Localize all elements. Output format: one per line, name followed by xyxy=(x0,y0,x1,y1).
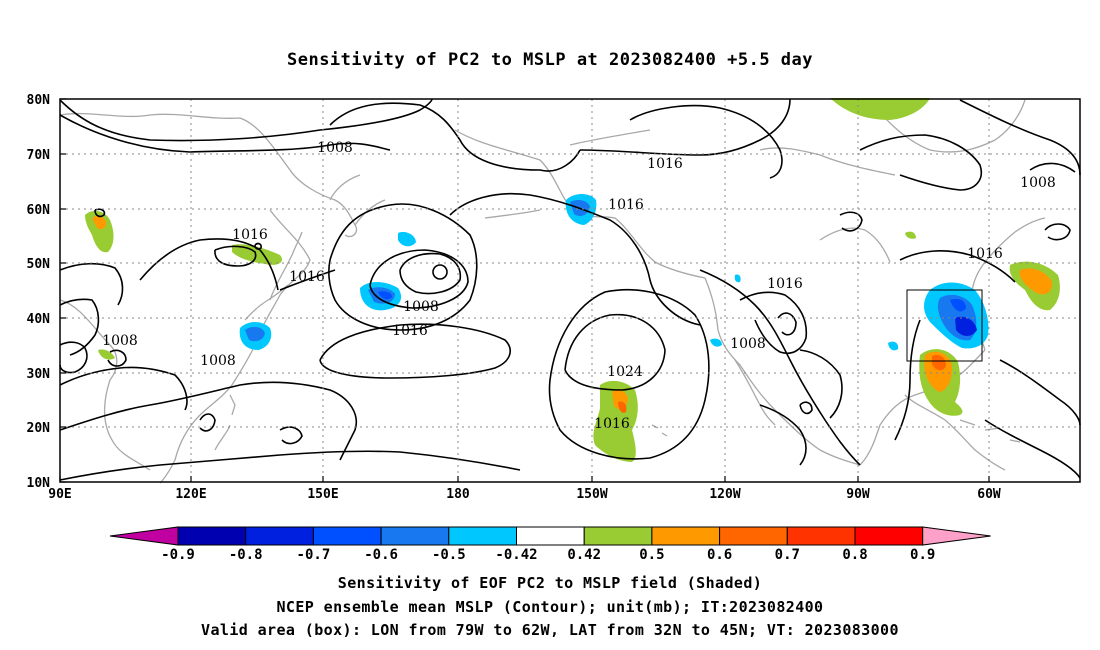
colorbar-tick-label: -0.9 xyxy=(161,547,195,563)
contour-label: 1016 xyxy=(967,246,1003,262)
colorbar-swatch xyxy=(516,526,585,546)
colorbar-tick-label: -0.7 xyxy=(297,547,331,563)
lon-tick-label: 60W xyxy=(977,487,1001,502)
shade-negative xyxy=(888,341,899,351)
colorbar-labels: -0.9 -0.8 -0.7 -0.6 -0.5 -0.42 0.42 0.5 0.6 0.7 0.… xyxy=(161,547,935,563)
colorbar-tick-label: 0.8 xyxy=(842,547,867,563)
contour-label: 1008 xyxy=(730,336,766,352)
shade-negative-deep xyxy=(378,291,392,300)
colorbar-tick-label: -0.5 xyxy=(432,547,466,563)
caption-valid-area: Valid area (box): LON from 79W to 62W, L… xyxy=(201,621,899,639)
lat-tick-label: 30N xyxy=(27,367,51,382)
lon-tick-label: 150E xyxy=(307,487,338,502)
colorbar-tick-label: 0.7 xyxy=(775,547,800,563)
map-area: 1008 1016 1008 1016 1016 1016 1016 1016 1008 1016… xyxy=(59,98,1081,484)
lon-tick-label: 90W xyxy=(846,487,870,502)
mslp-contours xyxy=(59,98,1081,481)
shade-positive-core xyxy=(92,215,107,230)
caption-contour: NCEP ensemble mean MSLP (Contour); unit(… xyxy=(276,598,824,616)
contour-label: 1008 xyxy=(403,299,439,315)
contour-label: 1016 xyxy=(232,227,268,243)
colorbar-tick-label: -0.6 xyxy=(364,547,398,563)
contour-labels: 1008 1016 1008 1016 1016 1016 1016 1016 1008 1016… xyxy=(102,140,1056,432)
shade-negative xyxy=(398,232,416,247)
shade-negative xyxy=(710,338,722,347)
shade-negative-core xyxy=(245,326,265,342)
contour-label: 1008 xyxy=(200,353,236,369)
lat-tick-label: 80N xyxy=(27,93,51,108)
coastlines xyxy=(59,99,1046,484)
lat-tick-label: 40N xyxy=(27,312,51,327)
shade-negative xyxy=(734,274,741,283)
colorbar-swatch xyxy=(651,526,721,546)
sensitivity-shading xyxy=(85,98,1060,462)
lat-tick-label: 60N xyxy=(27,203,51,218)
shade-positive xyxy=(232,244,283,265)
lat-tick-label: 70N xyxy=(27,148,51,163)
colorbar-swatch xyxy=(380,526,450,546)
lat-tick-label: 10N xyxy=(27,476,51,491)
shade-negative-deep xyxy=(950,298,966,312)
colorbar-swatch xyxy=(177,526,247,546)
shade-positive-core xyxy=(932,355,946,371)
contour-label: 1016 xyxy=(594,416,630,432)
colorbar-max-triangle xyxy=(922,526,991,546)
lon-tick-label: 90E xyxy=(48,487,71,502)
colorbar-swatch xyxy=(312,526,382,546)
contour-label: 1008 xyxy=(102,333,138,349)
colorbar-tick-label: 0.5 xyxy=(639,547,664,563)
colorbar-swatch xyxy=(448,526,517,546)
lon-tick-label: 180 xyxy=(446,487,470,502)
colorbar-tick-label: 0.9 xyxy=(910,547,935,563)
shade-positive-core xyxy=(618,401,627,413)
contour-label: 1016 xyxy=(392,323,428,339)
shade-negative-deep xyxy=(955,316,977,336)
lat-tick-label: 20N xyxy=(27,421,51,436)
lat-lon-grid xyxy=(60,99,1080,482)
colorbar-swatch xyxy=(583,526,653,546)
contour-label: 1016 xyxy=(767,276,803,292)
map-frame xyxy=(59,98,1081,483)
shade-positive-core xyxy=(1019,268,1053,295)
lon-tick-label: 120E xyxy=(175,487,206,502)
latitude-axis: 80N 70N 60N 50N 40N 30N 20N 10N xyxy=(27,93,66,491)
colorbar-tick-label: -0.8 xyxy=(229,547,263,563)
colorbar-tick-label: -0.42 xyxy=(495,547,537,563)
shade-positive xyxy=(98,349,115,360)
lon-tick-label: 150W xyxy=(576,487,607,502)
colorbar-tick-label: 0.42 xyxy=(567,547,601,563)
colorbar-swatch xyxy=(786,526,856,546)
map-title: Sensitivity of PC2 to MSLP at 2023082400… xyxy=(286,50,813,70)
contour-label: 1016 xyxy=(647,156,683,172)
colorbar-swatch xyxy=(854,526,924,546)
contour-label: 1016 xyxy=(608,197,644,213)
colorbar-min-triangle xyxy=(109,526,179,546)
caption-shaded: Sensitivity of EOF PC2 to MSLP field (Sh… xyxy=(337,574,763,592)
contour-label: 1008 xyxy=(1020,175,1056,191)
shade-positive xyxy=(830,98,930,120)
colorbar xyxy=(109,526,991,546)
colorbar-swatch xyxy=(719,526,788,546)
shade-positive xyxy=(85,210,114,253)
longitude-axis: 90E 120E 150E 180 150W 120W 90W 60W xyxy=(48,476,1001,502)
contour-label: 1008 xyxy=(317,140,353,156)
colorbar-swatch xyxy=(245,526,314,546)
lon-tick-label: 120W xyxy=(709,487,740,502)
shade-positive xyxy=(905,231,916,239)
contour-label: 1016 xyxy=(289,269,325,285)
lat-tick-label: 50N xyxy=(27,257,51,272)
valid-area-box xyxy=(906,289,983,362)
colorbar-tick-label: 0.6 xyxy=(707,547,732,563)
contour-label: 1024 xyxy=(607,364,643,380)
